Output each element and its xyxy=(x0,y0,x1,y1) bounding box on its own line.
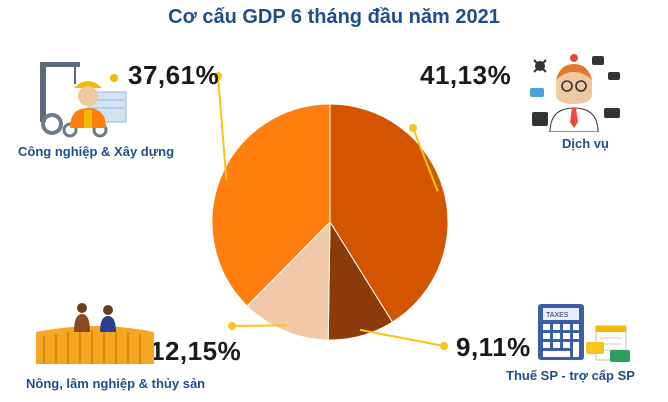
office-worker-tools-icon xyxy=(530,54,620,132)
construction-worker-gears-icon xyxy=(40,62,127,138)
leader-line-industry xyxy=(217,75,228,180)
chart-title: Cơ cấu GDP 6 tháng đầu năm 2021 xyxy=(168,6,500,28)
pie-slice-industry xyxy=(211,103,331,307)
slice-value-label-taxes: 9,11% xyxy=(456,332,531,362)
pie-slice-services xyxy=(329,103,449,323)
svg-text:TAXES: TAXES xyxy=(546,312,569,319)
leader-dot-taxes xyxy=(440,342,448,350)
leader-line-agriculture xyxy=(231,324,287,327)
leader-dot-services xyxy=(409,124,417,132)
slice-category-label-taxes: Thuế SP - trợ cấp SP xyxy=(506,368,635,383)
pie-slice-agriculture xyxy=(246,220,331,341)
slice-category-label-industry: Công nghiệp & Xây dựng xyxy=(18,144,175,159)
calculator-tax-documents-icon: TAXES xyxy=(538,304,630,362)
slice-category-label-agriculture: Nông, lâm nghiệp & thủy sản xyxy=(26,376,206,391)
slice-value-label-agriculture: 12,15% xyxy=(150,336,242,366)
leader-dot-agriculture xyxy=(228,322,236,330)
leader-dot-industry xyxy=(214,72,222,80)
slice-category-label-services: Dịch vụ xyxy=(562,136,609,151)
leader-line-taxes xyxy=(359,328,445,347)
farmers-rice-field-icon xyxy=(36,303,154,364)
leader-line-services xyxy=(412,127,439,192)
slice-value-label-services: 41,13% xyxy=(420,60,512,90)
slice-value-label-industry: 37,61% xyxy=(128,60,220,90)
